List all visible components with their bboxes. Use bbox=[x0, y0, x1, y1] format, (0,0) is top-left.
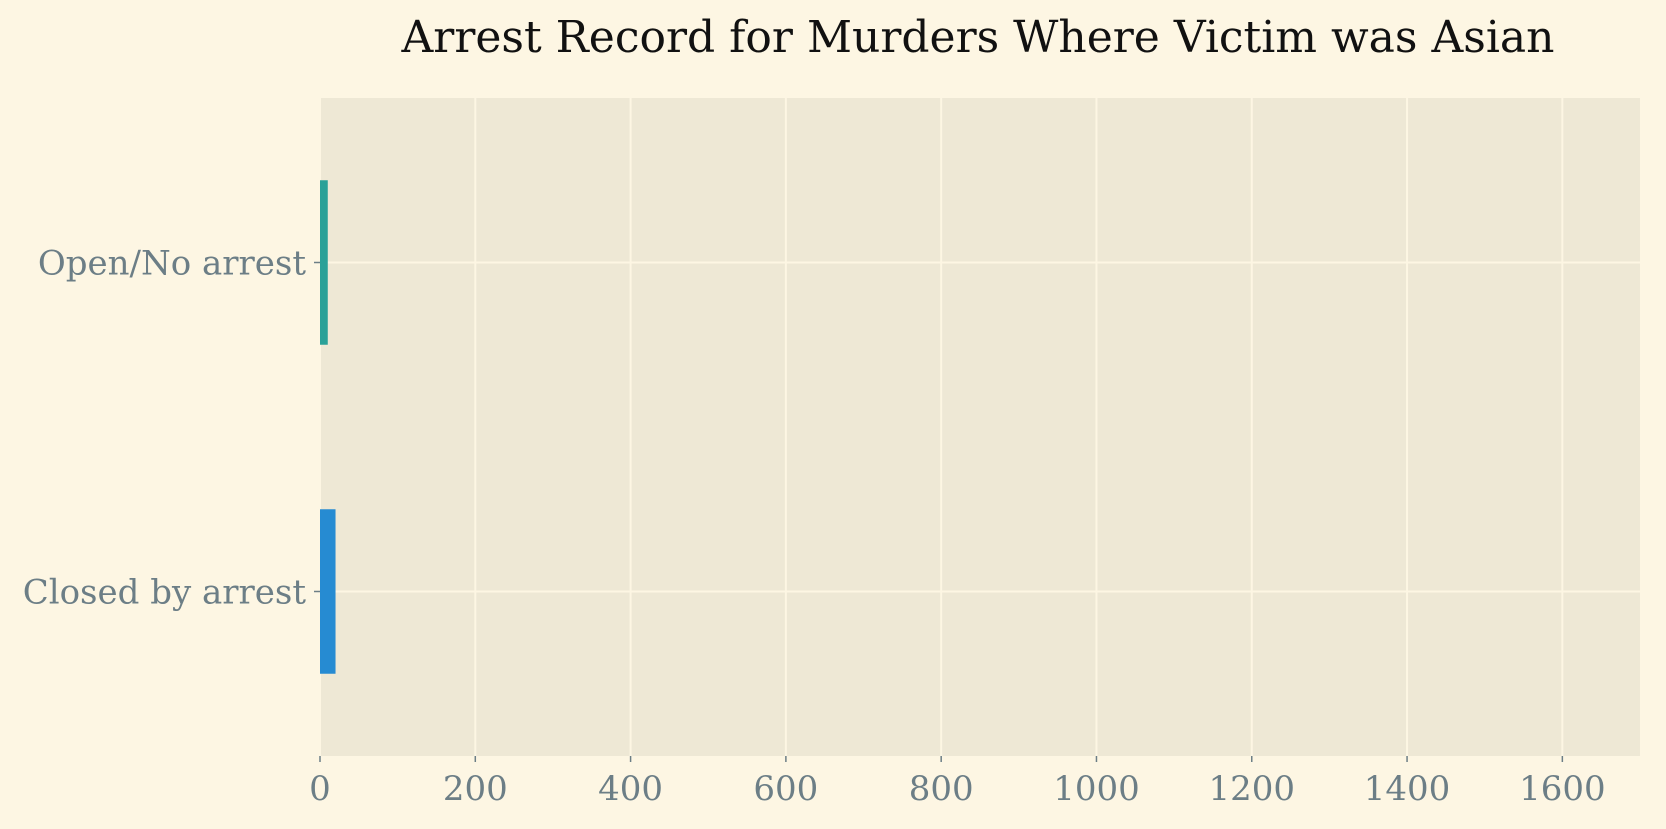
y-axis: Open/No arrest Closed by arrest bbox=[23, 244, 320, 613]
x-tick-label: 0 bbox=[309, 769, 331, 809]
grid-lines bbox=[319, 98, 1640, 756]
bar-open-no-arrest bbox=[320, 180, 328, 345]
x-tick-label: 1400 bbox=[1364, 769, 1451, 809]
y-category-label: Closed by arrest bbox=[23, 573, 307, 613]
x-tick-label: 200 bbox=[443, 769, 508, 809]
x-tick-label: 1600 bbox=[1519, 769, 1606, 809]
bar-closed-by-arrest bbox=[320, 509, 336, 674]
x-tick-label: 600 bbox=[753, 769, 818, 809]
x-tick-label: 1000 bbox=[1053, 769, 1140, 809]
y-category-label: Open/No arrest bbox=[38, 244, 306, 284]
x-tick-label: 1200 bbox=[1208, 769, 1295, 809]
x-axis: 0 200 400 600 800 1000 1200 1400 1600 bbox=[309, 756, 1606, 809]
plot-area bbox=[320, 98, 1640, 756]
x-tick-label: 400 bbox=[598, 769, 663, 809]
x-tick-label: 800 bbox=[909, 769, 974, 809]
chart-title: Arrest Record for Murders Where Victim w… bbox=[401, 12, 1555, 63]
bars bbox=[320, 180, 336, 674]
